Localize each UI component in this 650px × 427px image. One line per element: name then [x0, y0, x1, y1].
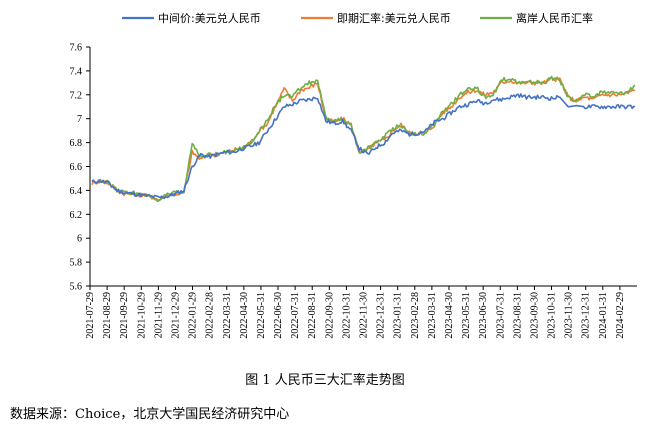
- y-tick-label: 5.6: [70, 282, 83, 293]
- x-tick-label: 2022-06-30: [273, 292, 284, 339]
- x-tick-label: 2022-03-31: [222, 292, 233, 339]
- x-tick-label: 2023-08-31: [512, 292, 523, 339]
- y-tick-label: 6.4: [70, 186, 83, 197]
- x-tick-label: 2022-05-31: [256, 292, 267, 339]
- x-tick-label: 2023-05-31: [461, 292, 472, 339]
- y-tick-label: 6.6: [70, 162, 83, 173]
- figure-caption: 图 1 人民币三大汇率走势图: [245, 373, 405, 388]
- series-line-2: [91, 75, 636, 202]
- series-line-1: [91, 76, 636, 201]
- x-tick-label: 2021-11-29: [153, 292, 164, 338]
- chart: 中间价:美元兑人民币 即期汇率:美元兑人民币 离岸人民币汇率 7.6 7.4 7.2 7 6…: [70, 11, 637, 339]
- y-tick-label: 7: [77, 114, 82, 125]
- y-axis: 7.6 7.4 7.2 7 6.8 6.6 6.4 6.2 6 5.8 5.6: [70, 43, 91, 293]
- x-tick-label: 2022-02-28: [205, 292, 216, 339]
- y-tick-label: 7.2: [70, 90, 83, 101]
- legend: 中间价:美元兑人民币 即期汇率:美元兑人民币 离岸人民币汇率: [122, 11, 593, 25]
- legend-label-2: 离岸人民币汇率: [516, 11, 593, 25]
- x-tick-label: 2024-01-31: [598, 292, 609, 339]
- x-tick-label: 2023-01-31: [393, 292, 404, 339]
- x-tick-label: 2023-06-30: [478, 292, 489, 339]
- x-tick-label: 2022-07-31: [290, 292, 301, 339]
- x-tick-label: 2021-09-29: [119, 292, 130, 339]
- x-tick-label: 2022-10-31: [341, 292, 352, 339]
- x-tick-label: 2023-10-31: [547, 292, 558, 339]
- x-tick-label: 2022-01-29: [188, 292, 199, 339]
- y-tick-label: 6: [77, 234, 82, 245]
- x-tick-label: 2021-07-29: [85, 292, 96, 339]
- x-tick-label: 2022-12-31: [376, 292, 387, 339]
- x-tick-label: 2022-11-30: [359, 292, 370, 338]
- y-tick-label: 7.6: [70, 43, 83, 54]
- y-tick-label: 6.2: [70, 210, 83, 221]
- y-tick-label: 6.8: [70, 138, 83, 149]
- x-tick-label: 2023-04-30: [444, 292, 455, 339]
- legend-label-1: 即期汇率:美元兑人民币: [337, 11, 451, 25]
- y-tick-label: 5.8: [70, 258, 83, 269]
- x-tick-label: 2021-08-29: [102, 292, 113, 339]
- data-source-note: 数据来源：Choice，北京大学国民经济研究中心: [10, 407, 290, 422]
- x-tick-label: 2022-04-30: [239, 292, 250, 339]
- x-axis: 2021-07-29 2021-08-29 2021-09-29 2021-10-29…: [85, 285, 637, 339]
- x-tick-label: 2022-08-31: [307, 292, 318, 339]
- x-tick-label: 2021-10-29: [136, 292, 147, 339]
- plot-area: [91, 75, 636, 202]
- x-tick-label: 2023-03-31: [427, 292, 438, 339]
- legend-label-0: 中间价:美元兑人民币: [158, 11, 261, 25]
- x-tick-label: 2023-02-28: [410, 292, 421, 339]
- series-line-0: [91, 93, 636, 199]
- x-tick-label: 2023-11-30: [564, 292, 575, 338]
- x-tick-label: 2023-07-31: [495, 292, 506, 339]
- y-tick-label: 7.4: [70, 66, 83, 77]
- x-tick-label: 2024-02-29: [615, 292, 626, 339]
- x-tick-label: 2023-09-30: [529, 292, 540, 339]
- x-tick-label: 2021-12-29: [170, 292, 181, 339]
- x-tick-label: 2023-12-31: [581, 292, 592, 339]
- x-tick-label: 2022-09-30: [324, 292, 335, 339]
